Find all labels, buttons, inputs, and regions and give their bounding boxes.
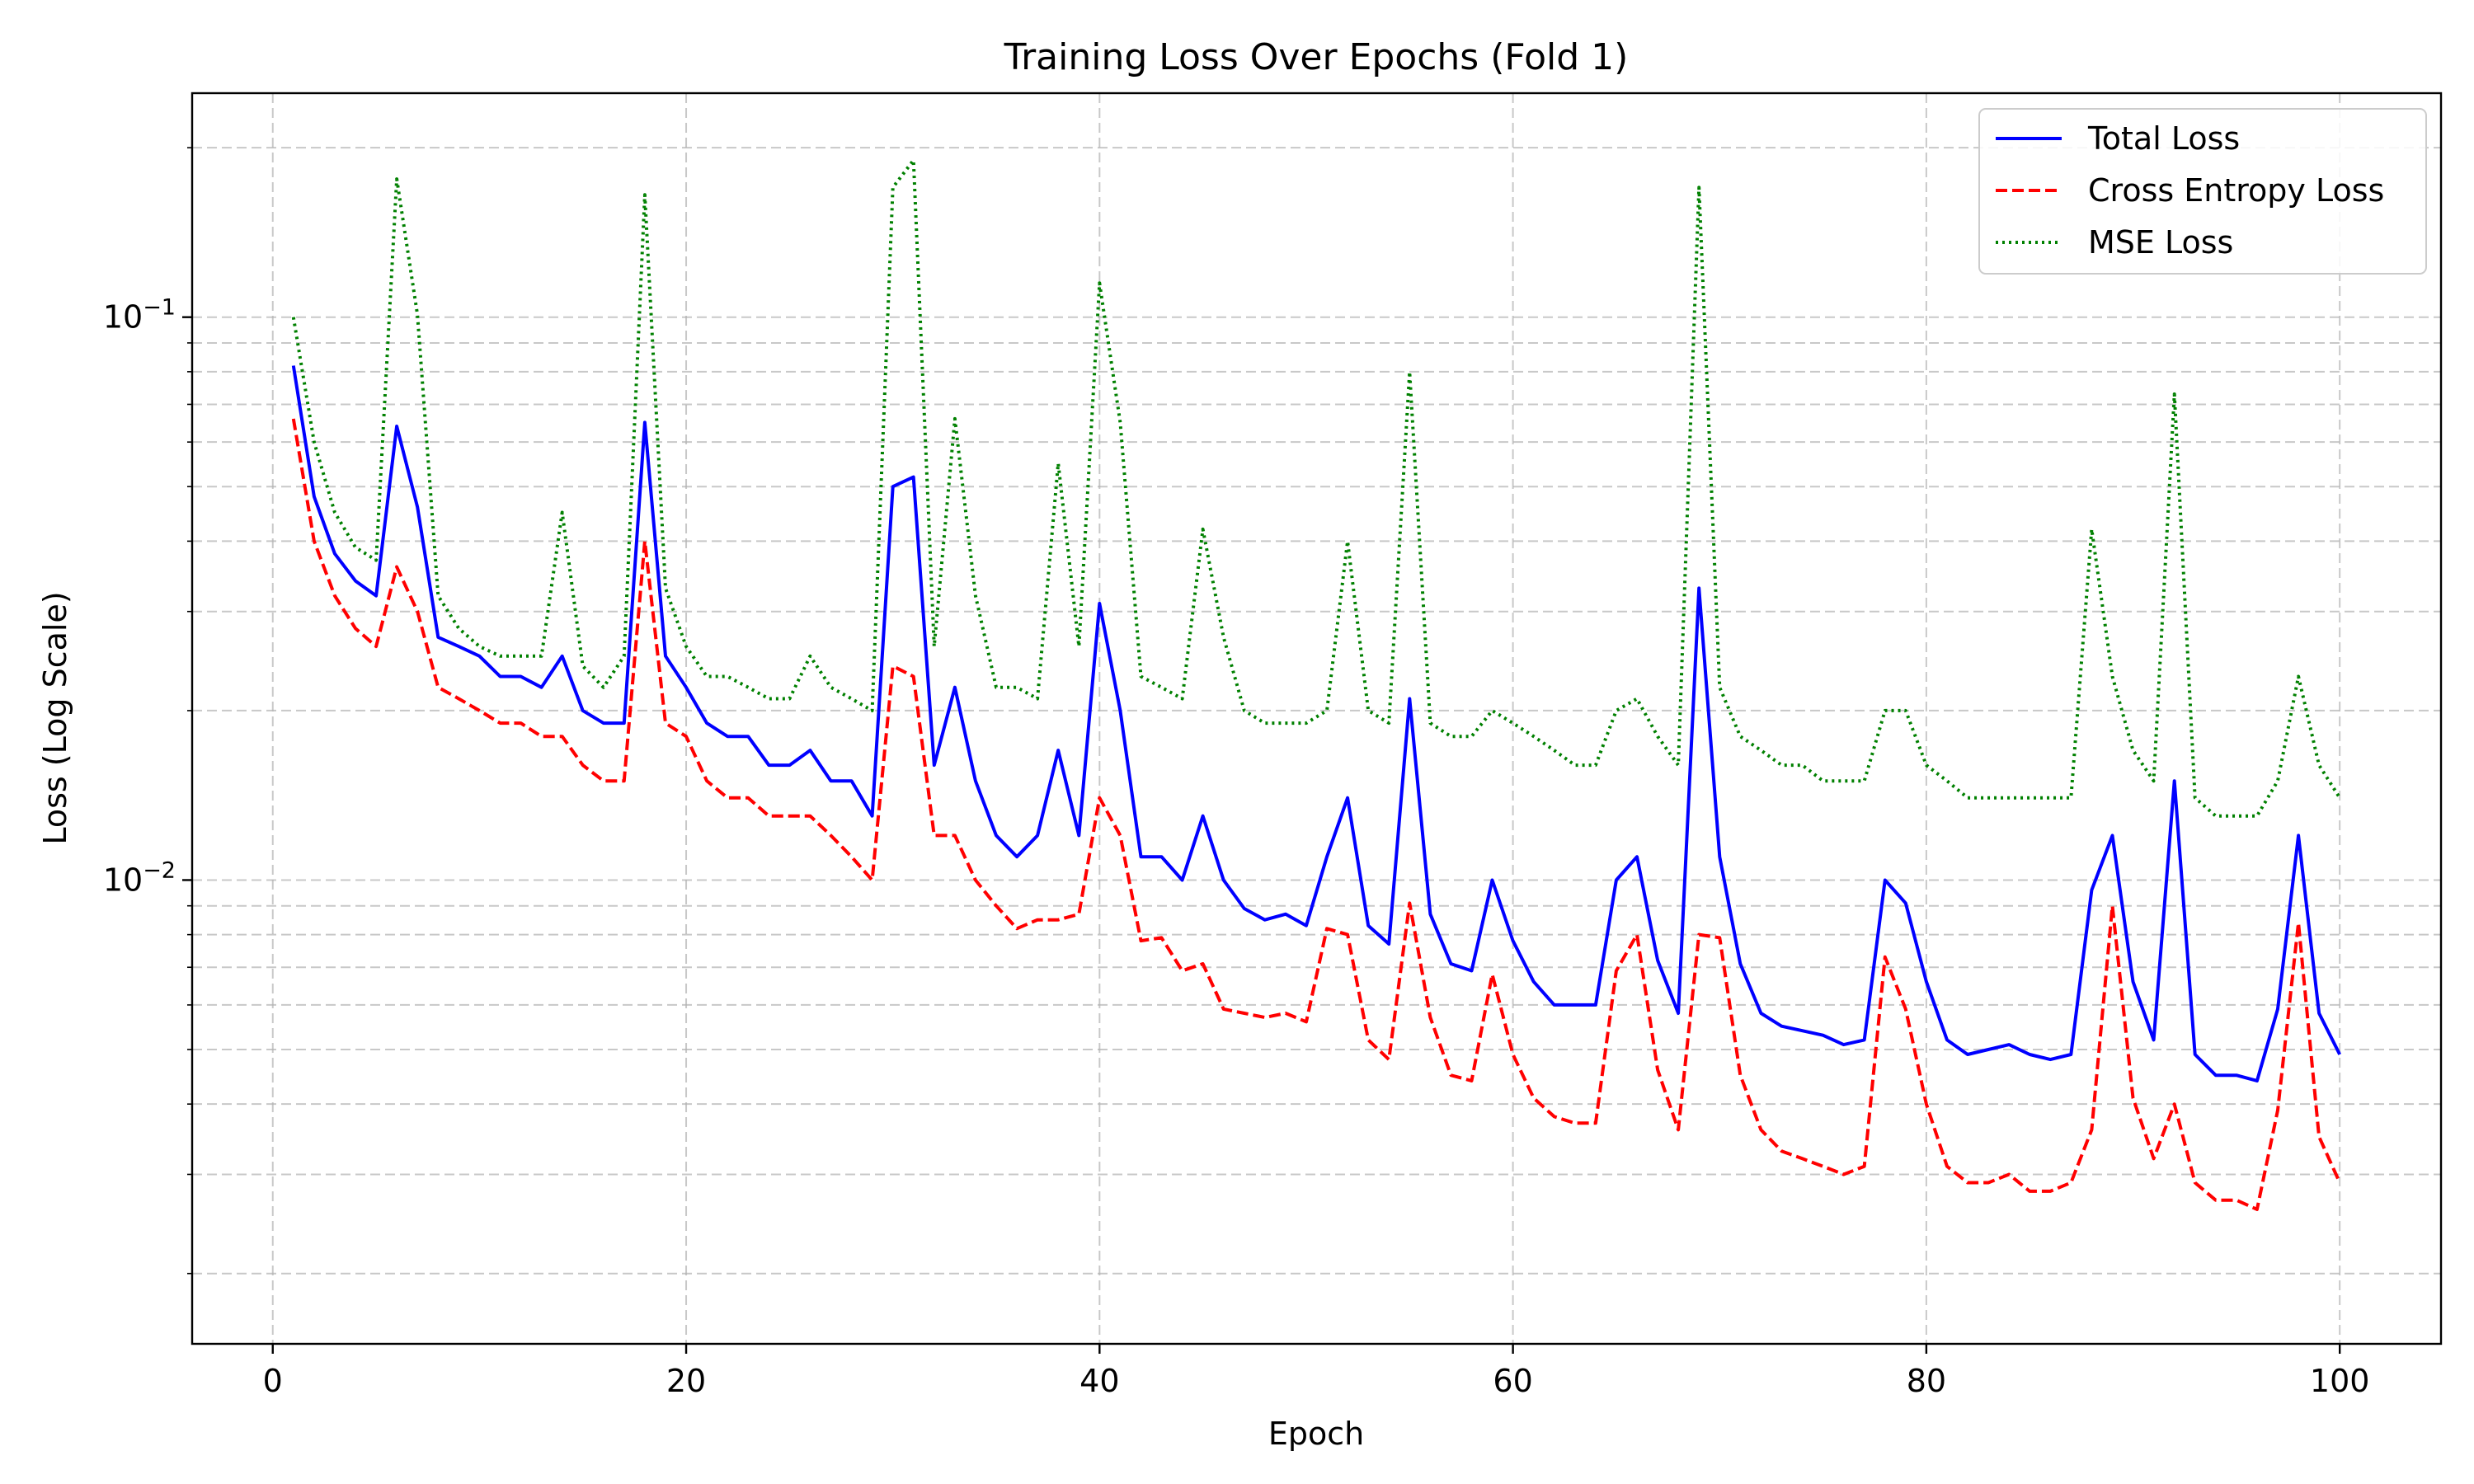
plot-frame (190, 92, 2443, 1345)
x-tick-label: 80 (1907, 1363, 1946, 1399)
x-tick-label: 100 (2310, 1363, 2370, 1399)
legend-label-cross-entropy-loss: Cross Entropy Loss (2088, 172, 2384, 209)
x-tick-label: 20 (666, 1363, 706, 1399)
chart-title: Training Loss Over Epochs (Fold 1) (1004, 36, 1629, 78)
x-axis-ticks: 0 20 40 60 80 100 (263, 1344, 2370, 1399)
series-line-mse-loss (291, 158, 2341, 818)
x-tick-label: 0 (263, 1363, 283, 1399)
legend-label-total-loss: Total Loss (2087, 120, 2240, 157)
series-lines (291, 158, 2342, 1211)
y-axis-label: Loss (Log Scale) (37, 591, 73, 844)
legend-label-mse-loss: MSE Loss (2088, 224, 2233, 261)
x-tick-label: 40 (1079, 1363, 1119, 1399)
series-line-cross-entropy-loss (291, 418, 2342, 1211)
x-axis-label: Epoch (1268, 1416, 1364, 1452)
series-line-total-loss (291, 365, 2341, 1082)
x-tick-label: 60 (1493, 1363, 1532, 1399)
legend: Total Loss Cross Entropy Loss MSE Loss (1978, 108, 2427, 275)
legend-box (1978, 108, 2427, 275)
